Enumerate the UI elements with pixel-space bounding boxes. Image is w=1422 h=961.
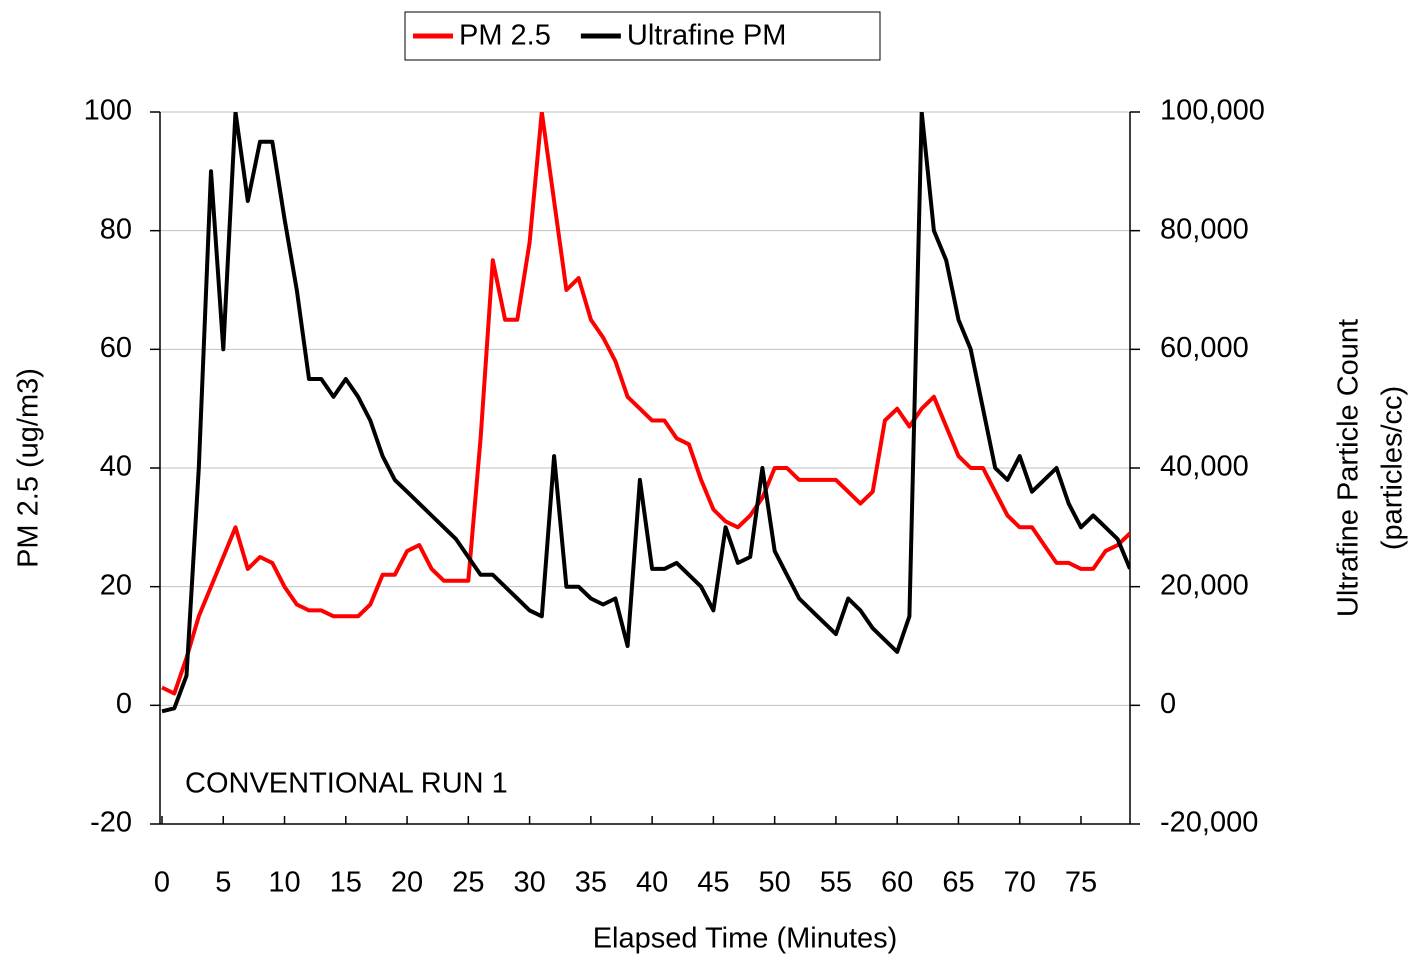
y2-tick-label: -20,000 [1160,807,1258,839]
x-tick-label: 30 [513,867,545,899]
y2-tick-label: 40,000 [1160,451,1249,483]
data-line [161,112,1130,714]
y-tick-label: 0 [116,688,132,720]
y2-tick-label: 20,000 [1160,569,1249,601]
y-tick-label: 100 [84,95,132,127]
y2-axis-title: (particles/cc) [1377,386,1409,550]
x-tick-label: 60 [881,867,913,899]
y2-axis-title: Ultrafine Particle Count [1333,319,1365,617]
x-tick-label: 0 [154,867,170,899]
x-tick-label: 75 [1065,867,1097,899]
legend-box [404,11,881,61]
y-tick-label: 80 [100,213,132,245]
legend-label: PM 2.5 [459,20,551,52]
y-tick-label: 40 [100,451,132,483]
y-tick-label: 20 [100,569,132,601]
x-tick-label: 45 [697,867,729,899]
y2-tick-label: 60,000 [1160,332,1249,364]
x-tick-label: 70 [1004,867,1036,899]
y-tick-label: 60 [100,332,132,364]
y-tick-label: -20 [90,807,132,839]
data-line [161,112,1130,696]
y2-tick-label: 0 [1160,688,1176,720]
y2-tick-label: 80,000 [1160,213,1249,245]
legend-label: Ultrafine PM [627,20,787,52]
x-tick-label: 10 [268,867,300,899]
x-tick-label: 15 [330,867,362,899]
x-tick-label: 50 [759,867,791,899]
y-axis-title: PM 2.5 (ug/m3) [13,368,45,568]
x-tick-label: 20 [391,867,423,899]
x-tick-label: 65 [942,867,974,899]
x-tick-label: 5 [215,867,231,899]
x-tick-label: 35 [575,867,607,899]
x-axis-title: Elapsed Time (Minutes) [593,923,898,955]
annotation: CONVENTIONAL RUN 1 [185,768,508,800]
x-tick-label: 55 [820,867,852,899]
y2-tick-label: 100,000 [1160,95,1265,127]
plot-lines [161,112,1130,714]
x-tick-label: 40 [636,867,668,899]
x-tick-label: 25 [452,867,484,899]
